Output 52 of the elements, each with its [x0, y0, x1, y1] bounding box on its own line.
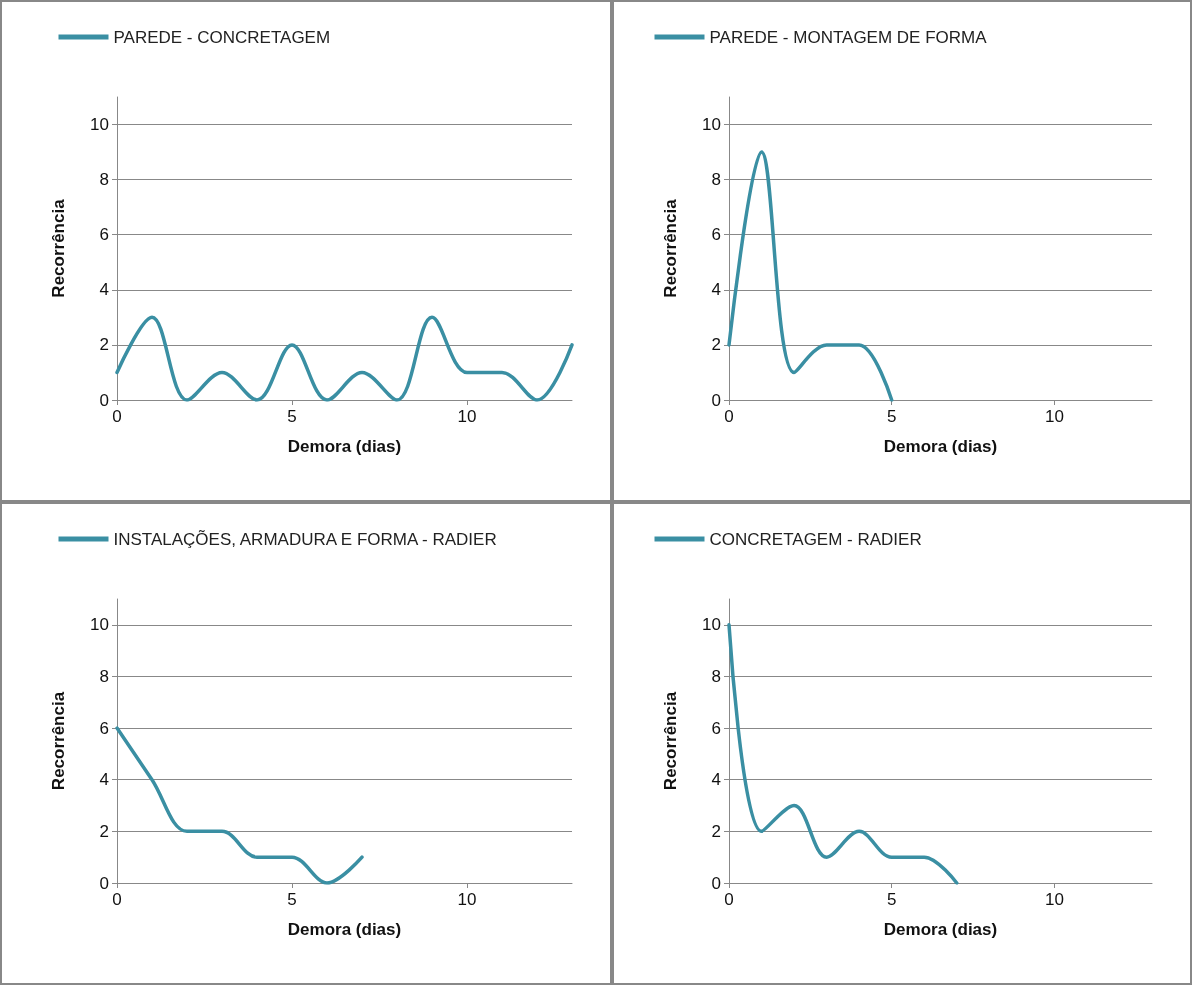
y-axis-title: Recorrência: [49, 198, 68, 298]
line-series: [115, 726, 364, 885]
line-series: [727, 150, 894, 402]
y-tick-label: 4: [99, 280, 109, 300]
y-tick-label: 2: [711, 821, 721, 841]
x-tick-label: 5: [287, 890, 297, 909]
legend-label: CONCRETAGEM - RADIER: [709, 529, 922, 549]
x-tick-label: 0: [112, 890, 122, 909]
y-tick-label: 8: [711, 666, 721, 686]
y-axis-title: Recorrência: [49, 691, 68, 791]
y-tick-label: 0: [99, 390, 109, 410]
y-tick-label: 4: [99, 770, 109, 790]
legend-label: PAREDE - CONCRETAGEM: [113, 27, 331, 47]
line-series: [115, 315, 574, 402]
x-tick-label: 5: [287, 407, 297, 426]
y-tick-label: 0: [711, 390, 721, 410]
x-tick-label: 10: [457, 407, 477, 426]
y-tick-label: 6: [99, 718, 109, 738]
x-axis-title: Demora (dias): [883, 437, 998, 456]
y-tick-label: 8: [99, 666, 109, 686]
y-tick-label: 4: [711, 280, 721, 300]
x-tick-label: 5: [886, 890, 897, 909]
x-tick-label: 0: [724, 407, 734, 426]
x-tick-label: 5: [886, 407, 897, 426]
x-tick-label: 10: [1044, 407, 1064, 426]
y-tick-label: 10: [90, 615, 109, 635]
y-axis-title: Recorrência: [661, 198, 680, 298]
y-tick-label: 10: [702, 615, 721, 635]
y-tick-label: 10: [90, 115, 109, 135]
y-tick-label: 0: [99, 873, 109, 893]
y-tick-label: 0: [711, 873, 721, 893]
x-axis-title: Demora (dias): [287, 437, 402, 456]
x-axis-title: Demora (dias): [883, 920, 998, 939]
legend-label: INSTALAÇÕES, ARMADURA E FORMA - RADIER: [113, 529, 497, 549]
y-tick-label: 6: [711, 718, 721, 738]
y-tick-label: 2: [99, 821, 109, 841]
y-tick-label: 2: [99, 335, 109, 355]
y-tick-label: 6: [711, 225, 721, 245]
y-tick-label: 8: [711, 170, 721, 190]
x-axis-title: Demora (dias): [287, 920, 402, 939]
line-series: [727, 623, 959, 885]
x-tick-label: 10: [457, 890, 477, 909]
y-tick-label: 2: [711, 335, 721, 355]
x-tick-label: 10: [1044, 890, 1064, 909]
x-tick-label: 0: [724, 890, 734, 909]
y-axis-title: Recorrência: [661, 691, 680, 791]
y-tick-label: 10: [702, 115, 721, 135]
y-tick-label: 6: [99, 225, 109, 245]
x-tick-label: 0: [112, 407, 122, 426]
legend-label: PAREDE - MONTAGEM DE FORMA: [709, 27, 988, 47]
y-tick-label: 4: [711, 770, 721, 790]
y-tick-label: 8: [99, 170, 109, 190]
